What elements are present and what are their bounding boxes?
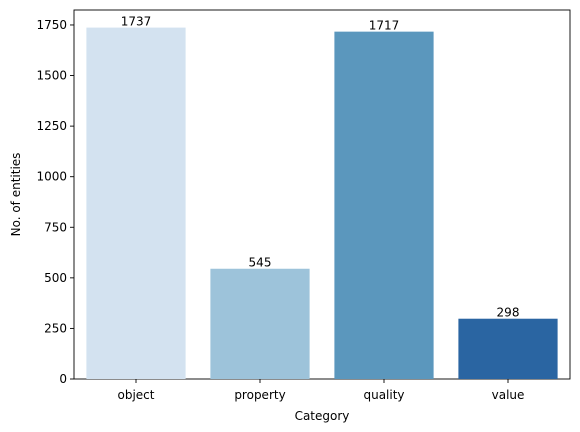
y-tick-label: 1000 bbox=[36, 170, 67, 184]
bar-quality bbox=[334, 31, 434, 379]
x-tick-label-value: value bbox=[492, 388, 525, 402]
bar-value bbox=[458, 318, 558, 379]
y-tick-label: 1750 bbox=[36, 18, 67, 32]
x-tick-label-object: object bbox=[118, 388, 155, 402]
y-tick-label: 1250 bbox=[36, 119, 67, 133]
y-tick-label: 250 bbox=[44, 321, 67, 335]
data-labels-group: 1737 545 1717 298 bbox=[121, 15, 520, 320]
data-label-object: 1737 bbox=[121, 15, 152, 29]
x-tick-label-property: property bbox=[234, 388, 285, 402]
data-label-value: 298 bbox=[497, 306, 520, 320]
y-tick-label: 0 bbox=[59, 372, 67, 386]
plot-frame bbox=[73, 9, 571, 380]
data-label-property: 545 bbox=[249, 256, 272, 270]
bars-group bbox=[86, 27, 558, 379]
x-axis-label: Category bbox=[295, 409, 350, 423]
y-tick-label: 500 bbox=[44, 271, 67, 285]
data-label-quality: 1717 bbox=[369, 19, 400, 33]
y-axis: 0 250 500 750 1000 1250 1500 1750 bbox=[36, 18, 74, 386]
plot-area bbox=[73, 9, 571, 380]
bar-object bbox=[86, 27, 186, 379]
y-tick-label: 1500 bbox=[36, 69, 67, 83]
x-axis: object property quality value bbox=[118, 379, 525, 402]
x-tick-label-quality: quality bbox=[363, 388, 404, 402]
y-axis-label: No. of entities bbox=[9, 153, 23, 237]
bar-property bbox=[210, 268, 310, 379]
y-tick-label: 750 bbox=[44, 220, 67, 234]
